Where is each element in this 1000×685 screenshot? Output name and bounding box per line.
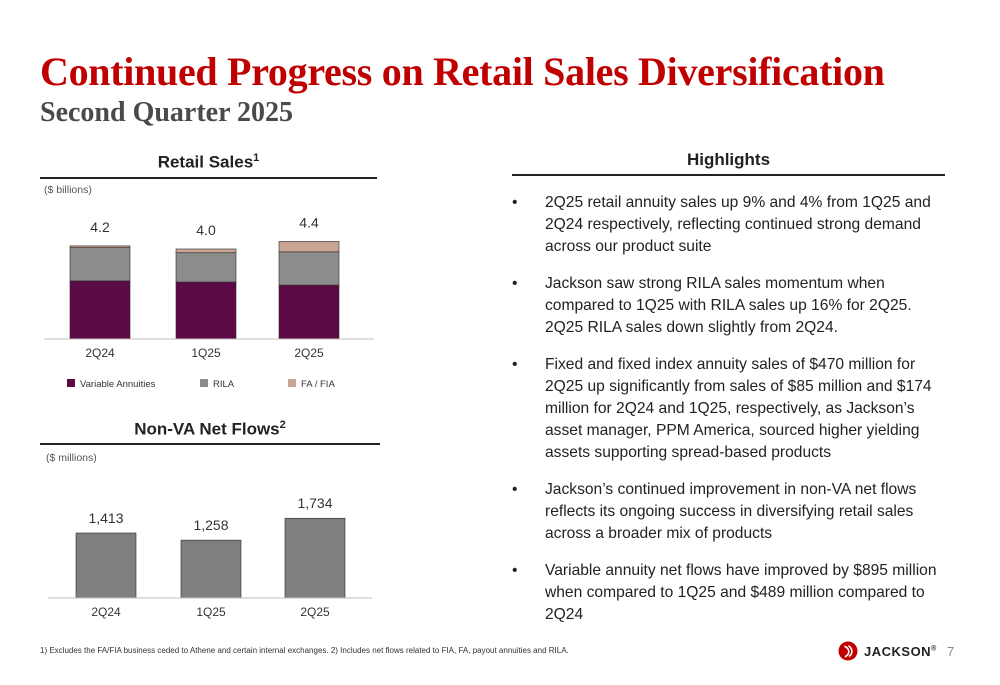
bullet-icon: • (512, 275, 518, 292)
legend-label-rila: RILA (213, 379, 235, 390)
bar-segment-fa-fia-1q25 (175, 248, 237, 254)
x-tick-label-1q25: 1Q25 (196, 605, 226, 619)
bar-segment-rila-1q25 (175, 252, 237, 283)
highlight-item: • Jackson saw strong RILA sales momentum … (512, 273, 952, 339)
bar-segment-rila-2q25 (278, 251, 340, 286)
jackson-logo-text: JACKSON® (864, 644, 937, 659)
highlight-item: • Variable annuity net flows have improve… (512, 560, 952, 626)
jackson-logo: JACKSON® (838, 641, 937, 661)
bar-segment-variable-annuities-2q24 (69, 280, 131, 340)
page-number: 7 (947, 644, 955, 659)
total-label-2q24: 4.2 (90, 219, 110, 235)
highlight-item: • 2Q25 retail annuity sales up 9% and 4% … (512, 192, 952, 258)
highlight-text: Jackson saw strong RILA sales momentum w… (545, 275, 912, 336)
registered-mark: ® (931, 645, 937, 653)
bar-segment-variable-annuities-2q25 (278, 284, 340, 340)
net-flows-unit: ($ millions) (46, 452, 97, 464)
page-title: Continued Progress on Retail Sales Diver… (40, 49, 885, 94)
retail-sales-rule (40, 177, 377, 179)
x-tick-label-2q24: 2Q24 (91, 605, 121, 619)
jackson-logo-icon (838, 641, 858, 661)
bar-segment-fa-fia-2q25 (278, 241, 340, 253)
value-label-2q25: 1,734 (297, 495, 332, 511)
value-label-2q24: 1,413 (88, 510, 123, 526)
x-tick-label-2q25: 2Q25 (294, 346, 324, 360)
page-subtitle: Second Quarter 2025 (40, 97, 294, 128)
legend-label-variable-annuities: Variable Annuities (80, 379, 156, 390)
x-tick-label-2q24: 2Q24 (85, 346, 115, 360)
highlights-list: • 2Q25 retail annuity sales up 9% and 4% … (512, 192, 952, 641)
legend-swatch-variable-annuities (67, 379, 75, 387)
footnote: 1) Excludes the FA/FIA business ceded to… (40, 646, 569, 655)
net-flows-rule (40, 443, 380, 445)
bullet-icon: • (512, 562, 518, 579)
bar-segment-variable-annuities-1q25 (175, 281, 237, 340)
total-label-1q25: 4.0 (196, 222, 216, 238)
legend-swatch-rila (200, 379, 208, 387)
retail-sales-chart: 2Q24 1Q25 2Q25 4.2 4.0 4.4 Variable Annuitie… (44, 214, 374, 390)
net-flows-x-labels: 2Q24 1Q25 2Q25 (91, 605, 330, 619)
net-flows-footnote-ref: 2 (279, 419, 286, 431)
x-tick-label-1q25: 1Q25 (191, 346, 221, 360)
highlight-item: • Jackson’s continued improvement in non-… (512, 479, 952, 545)
net-flows-heading-text: Non-VA Net Flows (134, 419, 280, 439)
bullet-icon: • (512, 356, 518, 373)
legend-label-fa-fia: FA / FIA (301, 379, 335, 390)
highlight-item: • Fixed and fixed index annuity sales of … (512, 354, 952, 464)
retail-sales-total-labels: 4.2 4.0 4.4 (90, 214, 319, 238)
retail-sales-x-labels: 2Q24 1Q25 2Q25 (85, 346, 324, 360)
net-flows-value-labels: 1,413 1,258 1,734 (88, 495, 332, 533)
jackson-logo-word: JACKSON (864, 643, 932, 659)
retail-sales-unit: ($ billions) (44, 184, 92, 196)
bullet-icon: • (512, 194, 518, 211)
net-flow-bar-2q25 (284, 517, 346, 599)
net-flow-bar-1q25 (180, 539, 242, 599)
highlight-text: 2Q25 retail annuity sales up 9% and 4% f… (545, 194, 931, 255)
bar-segment-fa-fia-2q24 (69, 245, 131, 248)
x-tick-label-2q25: 2Q25 (300, 605, 330, 619)
value-label-1q25: 1,258 (193, 517, 228, 533)
bullet-icon: • (512, 481, 518, 498)
retail-sales-heading-text: Retail Sales (157, 152, 254, 172)
highlights-heading: Highlights (686, 150, 771, 169)
net-flows-heading: Non-VA Net Flows2 (40, 419, 380, 440)
highlight-text: Fixed and fixed index annuity sales of $… (545, 356, 932, 461)
net-flows-chart: 2Q24 1Q25 2Q25 1,413 1,258 1,734 (48, 495, 372, 619)
bar-segment-rila-2q24 (69, 247, 131, 282)
total-label-2q25: 4.4 (299, 214, 319, 230)
retail-sales-bars (69, 241, 340, 340)
retail-sales-heading: Retail Sales1 (40, 152, 377, 173)
highlight-text: Jackson’s continued improvement in non-V… (545, 481, 917, 542)
highlights-rule (512, 174, 945, 176)
highlight-text: Variable annuity net flows have improved… (545, 562, 937, 623)
legend-swatch-fa-fia (288, 379, 296, 387)
net-flows-bars (75, 517, 346, 599)
retail-sales-footnote-ref: 1 (253, 152, 260, 164)
net-flow-bar-2q24 (75, 532, 137, 599)
retail-sales-legend: Variable Annuities RILA FA / FIA (67, 379, 335, 390)
